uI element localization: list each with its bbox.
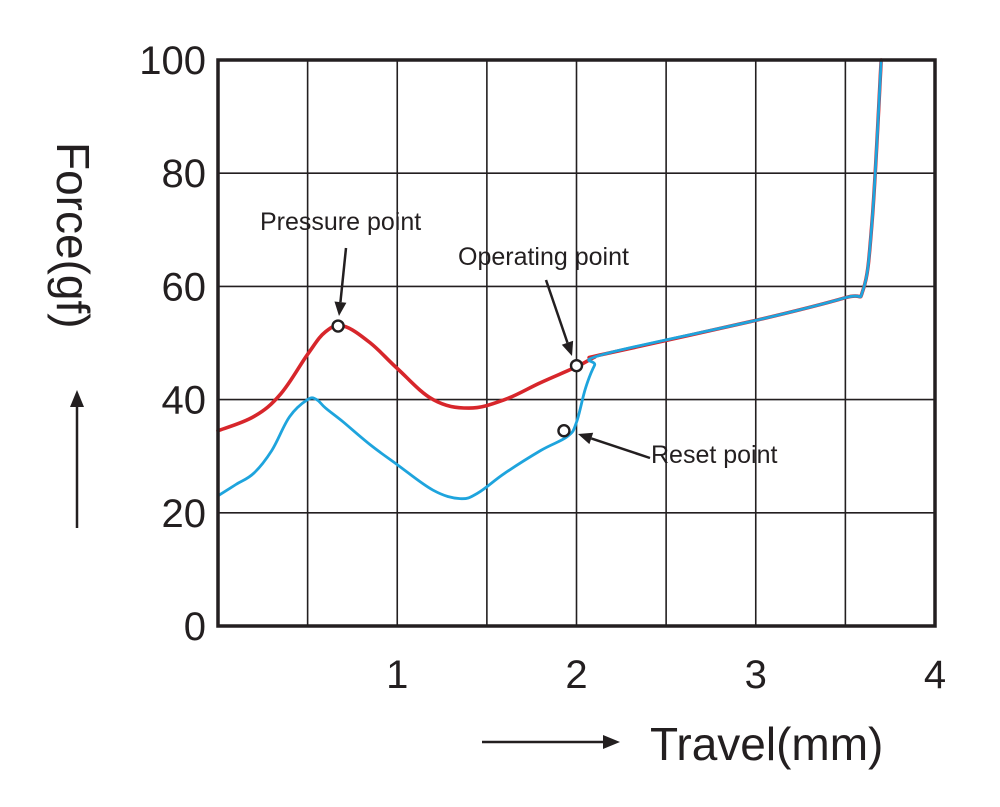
annotation-label: Pressure point xyxy=(260,208,421,236)
y-tick-label: 0 xyxy=(184,605,206,649)
y-tick-label: 60 xyxy=(162,265,207,309)
annotation-pointer xyxy=(339,247,348,303)
y-tick-label: 20 xyxy=(162,492,207,536)
x-axis-label: Travel(mm) xyxy=(650,718,883,770)
annotation-label: Reset point xyxy=(651,441,778,469)
annotation-label: Operating point xyxy=(458,243,629,271)
grid xyxy=(218,60,935,626)
annotation-reset-point: Reset point xyxy=(557,424,778,469)
y-axis-label: Force(gf) xyxy=(47,142,99,329)
annotation-arrowhead xyxy=(578,432,594,445)
annotation-pressure-point: Pressure point xyxy=(260,208,421,333)
point-marker xyxy=(331,319,345,333)
annotation-operating-point: Operating point xyxy=(458,243,629,373)
annotation-pointer xyxy=(590,437,651,460)
plot-frame xyxy=(216,58,937,628)
y-tick-label: 40 xyxy=(162,379,207,423)
y-tick-label: 100 xyxy=(139,39,206,83)
point-marker xyxy=(557,424,571,438)
x-tick-label: 4 xyxy=(924,653,946,697)
x-tick-label: 2 xyxy=(565,653,587,697)
series-layer xyxy=(216,58,883,501)
y-axis-arrow xyxy=(70,390,84,528)
point-marker xyxy=(569,358,584,373)
y-tick-label: 80 xyxy=(162,152,207,196)
annotation-pointer xyxy=(544,279,569,344)
annotations: Pressure point Operating point Reset point xyxy=(260,208,778,469)
annotation-arrowhead xyxy=(561,340,574,356)
x-tick-label: 1 xyxy=(386,653,408,697)
series-line-release xyxy=(216,58,883,501)
x-tick-label: 3 xyxy=(745,653,767,697)
annotation-arrowhead xyxy=(334,301,347,316)
x-axis-arrow xyxy=(482,735,620,749)
